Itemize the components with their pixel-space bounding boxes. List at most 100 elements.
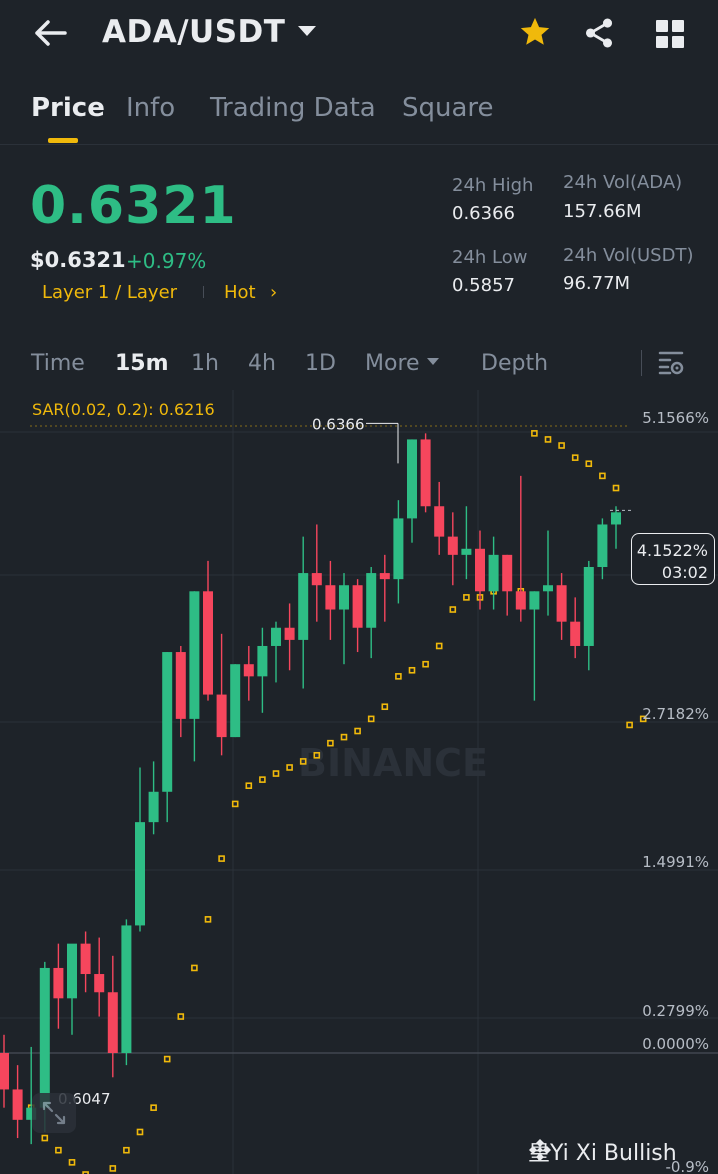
expand-chart-button[interactable]	[32, 1093, 76, 1133]
candle-body	[162, 652, 173, 792]
vol-quote-value: 96.77M	[563, 273, 631, 294]
watermark-username: 皇Yi Xi Bullish	[528, 1141, 677, 1166]
sar-dot	[599, 472, 606, 480]
candle-body	[271, 627, 281, 646]
candle-body	[26, 1107, 37, 1120]
sar-dot	[286, 764, 293, 771]
pair-title[interactable]: ADA/USDT	[102, 14, 286, 50]
candle-body	[597, 524, 608, 567]
sar-dot	[463, 594, 470, 601]
sar-dot	[163, 1055, 171, 1063]
sar-dot	[571, 454, 579, 461]
candle-body	[216, 694, 227, 738]
sar-dot	[136, 1128, 144, 1136]
chevron-right-icon[interactable]: ›	[270, 282, 278, 303]
hot-tag[interactable]: Hot	[224, 282, 256, 303]
low-label: 24h Low	[452, 247, 528, 268]
candle-body	[257, 645, 268, 677]
candle-body	[284, 627, 295, 640]
tf-more[interactable]: More	[365, 351, 420, 376]
candle-body	[175, 652, 186, 719]
axis-tick-label: -0.9%	[665, 1158, 709, 1174]
header-divider	[0, 144, 718, 145]
grid-menu-icon[interactable]	[655, 19, 685, 49]
low-value: 0.5857	[452, 275, 515, 296]
sar-dot	[41, 1134, 49, 1142]
tf-1d[interactable]: 1D	[305, 351, 336, 376]
tab-trading-data[interactable]: Trading Data	[210, 93, 376, 123]
sar-dot	[367, 715, 375, 723]
tf-time[interactable]: Time	[31, 351, 85, 376]
candle-body	[203, 591, 213, 695]
chart-watermark: BINANCE	[298, 741, 488, 785]
sar-dot	[123, 1146, 130, 1154]
sar-layer	[0, 430, 647, 1174]
axis-tick-label: 2.7182%	[642, 705, 709, 723]
category-tag[interactable]: Layer 1 / Layer	[42, 282, 178, 303]
tf-1h[interactable]: 1h	[191, 351, 219, 376]
sar-dot	[381, 703, 389, 711]
axis-tick-label: 0.0000%	[642, 1035, 709, 1053]
candle-body	[12, 1089, 23, 1120]
candle-body	[243, 664, 254, 677]
expand-icon	[42, 1101, 66, 1125]
candle-body	[67, 943, 77, 999]
current-price-tag[interactable]: 4.1522% 03:02	[631, 533, 715, 585]
sar-dot	[544, 436, 552, 443]
active-tab-indicator	[48, 138, 78, 143]
candle-body	[611, 512, 621, 525]
sar-dot	[422, 660, 429, 668]
sar-dot	[150, 1104, 157, 1111]
tab-square[interactable]: Square	[402, 93, 494, 123]
candle-body	[379, 573, 390, 580]
tf-depth[interactable]: Depth	[481, 351, 549, 376]
high-value: 0.6366	[452, 203, 515, 224]
candle-body	[135, 822, 145, 926]
more-caret-icon[interactable]	[427, 358, 439, 365]
sar-dot	[327, 739, 334, 747]
tag-separator	[203, 286, 204, 298]
share-icon[interactable]	[582, 16, 616, 50]
sar-dot	[55, 1146, 62, 1154]
sar-dot	[395, 673, 402, 680]
candle-body	[230, 664, 241, 738]
sar-dot	[259, 776, 266, 783]
tf-15m[interactable]: 15m	[115, 351, 169, 376]
sar-dot	[449, 606, 457, 613]
candle-layer	[0, 433, 621, 1145]
candle-body	[556, 585, 567, 622]
candle-body	[107, 992, 118, 1053]
candle-body	[488, 554, 499, 592]
tf-4h[interactable]: 4h	[248, 351, 276, 376]
candle-body	[407, 439, 417, 519]
usd-price: $0.6321	[30, 248, 126, 272]
star-icon[interactable]	[518, 15, 552, 49]
candle-body	[94, 974, 105, 993]
candle-body	[393, 518, 404, 580]
sar-dot	[585, 460, 593, 468]
sar-dot	[177, 1013, 185, 1020]
sar-indicator-label: SAR(0.02, 0.2): 0.6216	[32, 400, 215, 419]
candle-body	[475, 548, 485, 592]
sar-dot	[340, 733, 348, 741]
axis-tick-label: 1.4991%	[642, 853, 709, 871]
candle-body	[53, 967, 64, 999]
dropdown-caret-icon[interactable]	[298, 26, 316, 36]
last-price: 0.6321	[30, 176, 237, 236]
sar-dot	[231, 800, 239, 808]
sar-dot	[435, 642, 443, 650]
sar-dot	[245, 782, 253, 790]
chart-settings-icon[interactable]	[658, 350, 686, 376]
tab-info[interactable]: Info	[126, 93, 176, 123]
axis-tick-label: 5.1566%	[642, 409, 709, 427]
tab-price[interactable]: Price	[31, 93, 105, 123]
vol-quote-label: 24h Vol(USDT)	[563, 245, 694, 266]
candle-body	[502, 554, 513, 592]
high-label: 24h High	[452, 175, 534, 196]
back-arrow-icon[interactable]	[34, 18, 68, 48]
sar-dot	[109, 1165, 117, 1172]
price-change: +0.97%	[126, 249, 207, 273]
candle-body	[515, 591, 526, 610]
sar-dot	[218, 855, 225, 862]
candlestick-chart[interactable]: BINANCE 5.1566%3.92.7182%1.4991%0.2799%0…	[0, 390, 718, 1174]
